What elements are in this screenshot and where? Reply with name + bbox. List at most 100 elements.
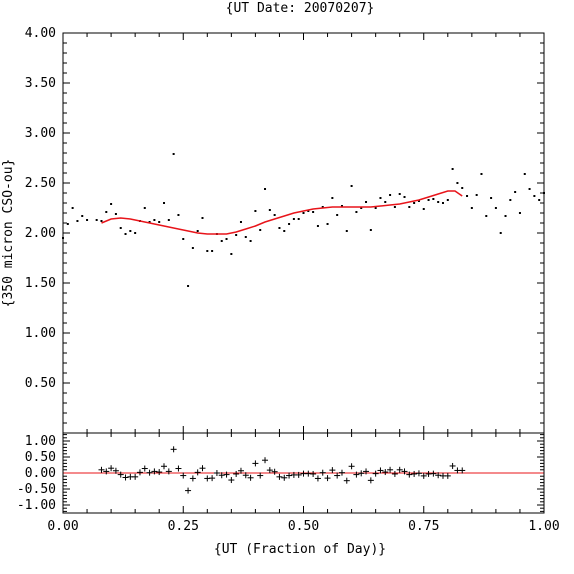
residual-point: [319, 469, 326, 476]
residual-y-tick-label: -0.50: [17, 482, 56, 497]
data-point: [466, 195, 469, 197]
data-point: [230, 253, 233, 255]
data-point: [451, 168, 454, 170]
main-y-tick-label: 2.50: [25, 176, 56, 191]
data-point: [374, 207, 377, 209]
chart-title: {UT Date: 20070207}: [226, 1, 375, 16]
residual-point: [353, 471, 360, 478]
residual-point: [295, 471, 302, 478]
data-point: [307, 210, 310, 212]
data-point: [288, 223, 291, 225]
residual-y-tick-label: 0.00: [25, 466, 56, 481]
data-point: [461, 187, 464, 189]
data-point: [182, 238, 185, 240]
data-point: [264, 188, 267, 190]
data-point: [268, 209, 271, 211]
data-point: [235, 234, 238, 236]
data-point: [129, 230, 132, 232]
data-point: [504, 215, 507, 217]
residual-point: [122, 474, 129, 481]
residual-x-tick-label: 0.00: [47, 519, 78, 534]
data-point: [273, 214, 276, 216]
data-point: [163, 202, 166, 204]
data-point: [427, 199, 430, 201]
data-point: [365, 201, 368, 203]
data-point: [254, 210, 257, 212]
data-point: [389, 194, 392, 196]
residual-y-tick-label: 0.50: [25, 450, 56, 465]
residual-point: [151, 468, 158, 475]
residual-point: [237, 467, 244, 474]
data-point: [153, 219, 156, 221]
data-point: [201, 217, 204, 219]
data-point: [326, 223, 329, 225]
residual-point: [271, 468, 278, 475]
residual-point: [108, 465, 115, 472]
data-point: [408, 206, 411, 208]
data-point: [71, 207, 74, 209]
residual-plot-panel: 1.000.500.00-0.50-1.000.00 0.25 0.50 0.75 1.…: [17, 432, 560, 534]
residual-x-tick-label: 1.00: [528, 519, 559, 534]
residual-point: [415, 470, 422, 477]
residual-point: [218, 472, 225, 479]
data-point: [86, 219, 89, 221]
residual-point: [348, 463, 355, 470]
data-point: [225, 238, 228, 240]
data-point: [345, 230, 348, 232]
data-point: [331, 197, 334, 199]
residual-point: [449, 462, 456, 469]
data-point: [494, 207, 497, 209]
data-point: [114, 213, 117, 215]
data-point: [292, 218, 295, 220]
residual-point: [112, 467, 119, 474]
residual-point: [156, 469, 163, 476]
residual-point: [180, 472, 187, 479]
data-point: [100, 220, 103, 222]
residual-point: [242, 472, 249, 479]
data-point: [533, 195, 536, 197]
residual-point: [262, 457, 269, 464]
residual-plot-frame: [62, 432, 545, 514]
data-point: [110, 203, 113, 205]
data-point: [393, 206, 396, 208]
data-point: [297, 218, 300, 220]
residual-plot-marks: 1.000.500.00-0.50-1.000.00 0.25 0.50 0.75 1.…: [17, 433, 560, 534]
residual-point: [257, 472, 264, 479]
data-point: [499, 232, 502, 234]
residual-point: [175, 465, 182, 472]
main-y-tick-label: 1.50: [25, 276, 56, 291]
data-point: [148, 221, 151, 223]
residual-point: [189, 475, 196, 482]
data-point: [432, 198, 435, 200]
residual-point: [377, 467, 384, 474]
residual-point: [117, 471, 124, 478]
data-point: [187, 285, 190, 287]
data-point: [475, 194, 478, 196]
data-point: [249, 240, 252, 242]
data-point: [119, 227, 122, 229]
main-y-tick-label: 3.50: [25, 76, 56, 91]
data-point: [302, 212, 305, 214]
residual-point: [213, 470, 220, 476]
data-point: [441, 202, 444, 204]
data-point: [196, 230, 199, 232]
data-point: [470, 207, 473, 209]
residual-point: [199, 465, 206, 472]
data-point: [523, 173, 526, 175]
data-point: [220, 240, 223, 242]
residual-x-tick-label: 0.75: [408, 519, 439, 534]
main-y-tick-label: 4.00: [25, 26, 56, 41]
data-point: [384, 201, 387, 203]
data-point: [278, 227, 281, 229]
residual-point: [387, 466, 394, 473]
data-point: [403, 196, 406, 198]
data-point: [66, 223, 69, 225]
main-y-tick-label: 2.00: [25, 226, 56, 241]
residual-x-tick-label: 0.25: [168, 519, 199, 534]
data-point: [369, 229, 372, 231]
residual-x-tick-label: 0.50: [288, 519, 319, 534]
residual-point: [252, 460, 259, 467]
x-axis-label: {UT (Fraction of Day)}: [214, 542, 386, 557]
data-point: [413, 202, 416, 204]
